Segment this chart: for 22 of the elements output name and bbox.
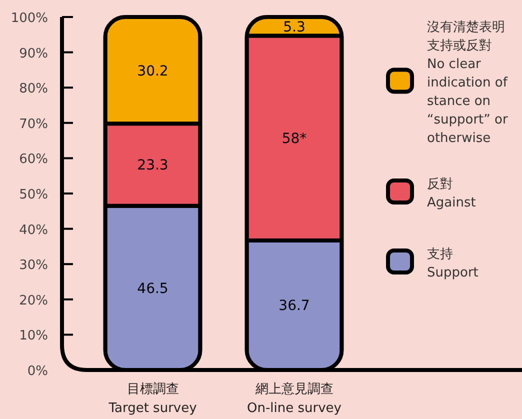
data-label: 46.5 [137, 280, 168, 297]
y-tick-label: 40% [19, 222, 48, 238]
legend-label: 沒有清楚表明支持或反對 No clear indication of stance on “support” or otherwise [427, 20, 508, 146]
x-tick-label: 目標調查 Target survey [108, 382, 198, 416]
y-tick-label: 20% [19, 293, 48, 308]
y-tick-label: 70% [19, 116, 48, 132]
y-tick-label: 0% [27, 364, 48, 379]
y-tick-label: 90% [19, 46, 48, 62]
data-label: 5.3 [283, 19, 306, 36]
y-tick-label: 100% [10, 11, 48, 26]
x-tick-label: 網上意見調查 On-line survey [247, 382, 342, 416]
legend-label: 支持 Support [427, 247, 478, 280]
data-label: 30.2 [137, 63, 168, 80]
y-tick-label: 80% [19, 82, 48, 97]
y-tick-label: 30% [19, 258, 48, 274]
data-label: 23.3 [137, 158, 168, 174]
y-tick-label: 50% [19, 188, 48, 202]
data-label: 36.7 [278, 298, 310, 314]
data-label: 58* [282, 131, 307, 148]
y-tick-label: 10% [19, 328, 48, 344]
legend-label: 反對 Against [427, 177, 476, 210]
y-tick-label: 60% [19, 152, 48, 168]
